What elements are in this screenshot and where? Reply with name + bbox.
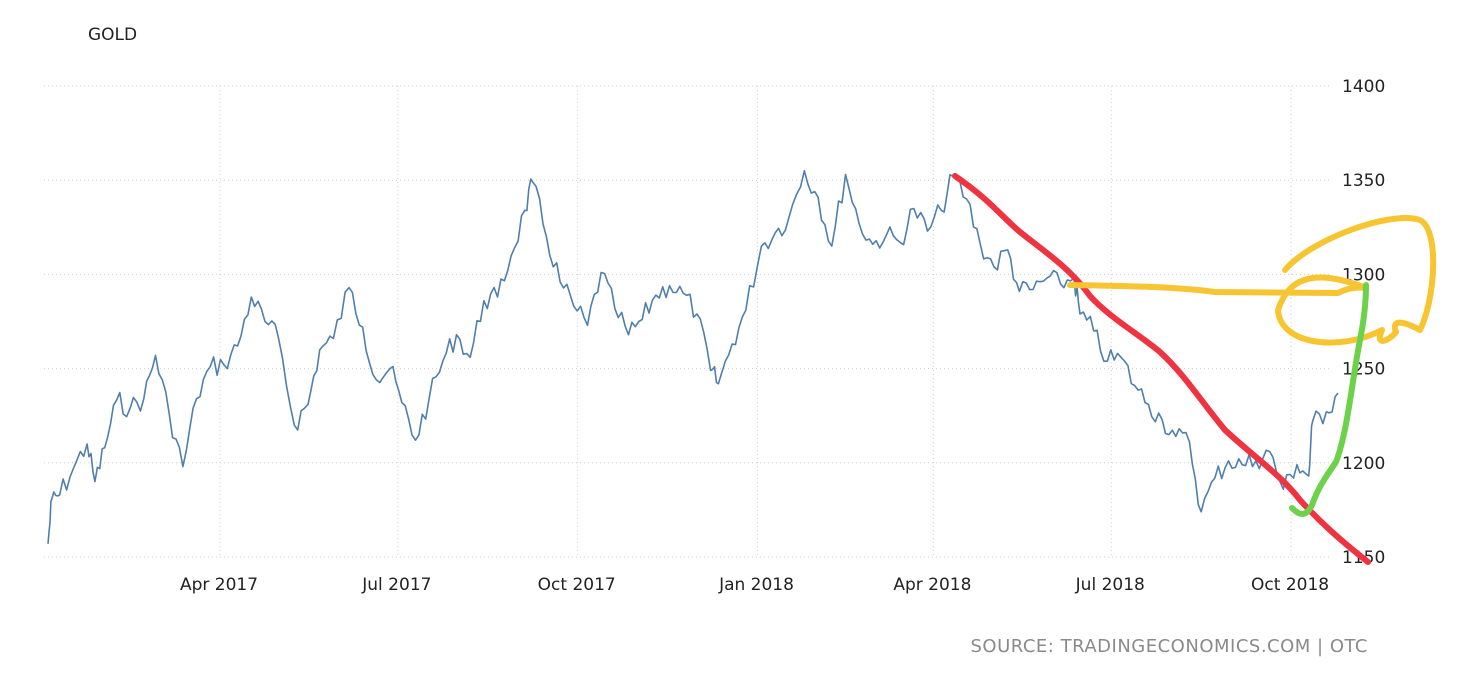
- x-tick-label: Oct 2018: [1251, 575, 1329, 595]
- source-label: SOURCE: TRADINGECONOMICS.COM | OTC: [970, 636, 1368, 657]
- grid: [44, 85, 1332, 558]
- chart-title: GOLD: [88, 25, 137, 45]
- y-tick-label: 1200: [1342, 454, 1385, 474]
- x-axis: Apr 2017 Jul 2017 Oct 2017 Jan 2018 Apr 2018…: [180, 575, 1329, 595]
- gold-price-line: [47, 170, 1339, 544]
- x-tick-label: Jul 2018: [1075, 575, 1145, 595]
- y-tick-label: 1400: [1342, 77, 1385, 97]
- x-tick-label: Apr 2017: [180, 575, 258, 595]
- y-tick-label: 1350: [1342, 171, 1385, 191]
- x-tick-label: Apr 2018: [893, 575, 971, 595]
- x-tick-label: Jan 2018: [718, 575, 794, 595]
- green-uptrend-annotation: [1289, 282, 1369, 517]
- yellow-circle-annotation: [1275, 215, 1437, 346]
- y-tick-label: 1250: [1342, 360, 1385, 380]
- x-tick-label: Oct 2017: [538, 575, 616, 595]
- yellow-horizontal-annotation: [1067, 282, 1369, 296]
- x-tick-label: Jul 2017: [361, 575, 431, 595]
- red-downtrend-annotation: [952, 173, 1371, 565]
- hand-drawn-annotations: [952, 173, 1437, 565]
